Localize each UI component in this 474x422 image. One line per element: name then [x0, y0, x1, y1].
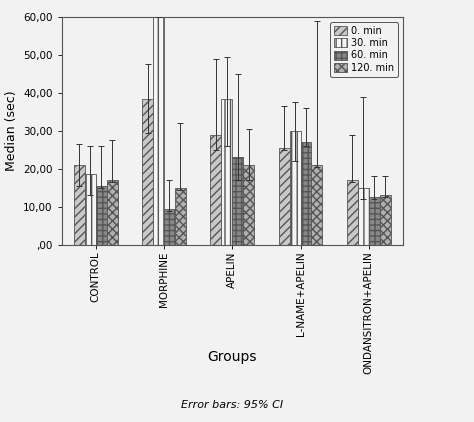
Y-axis label: Median (sec): Median (sec) [5, 90, 18, 171]
Bar [175, 188, 186, 245]
Bar [243, 165, 254, 245]
Legend: 0. min, 30. min, 60. min, 120. min: 0. min, 30. min, 60. min, 120. min [329, 22, 398, 77]
Bar [290, 131, 301, 245]
Bar [164, 209, 175, 245]
Bar [358, 188, 369, 245]
Bar [221, 99, 232, 245]
Bar [279, 148, 290, 245]
Bar [107, 180, 118, 245]
Bar [311, 165, 322, 245]
Text: Error bars: 95% CI: Error bars: 95% CI [181, 400, 283, 410]
Bar [210, 135, 221, 245]
Bar [369, 197, 380, 245]
Bar [232, 157, 243, 245]
Text: Groups: Groups [208, 349, 257, 364]
Bar [301, 142, 311, 245]
Bar [142, 99, 153, 245]
Bar [153, 17, 164, 245]
Bar [74, 165, 85, 245]
Bar [85, 175, 96, 245]
Bar [347, 180, 358, 245]
Bar [96, 186, 107, 245]
Bar [380, 195, 391, 245]
